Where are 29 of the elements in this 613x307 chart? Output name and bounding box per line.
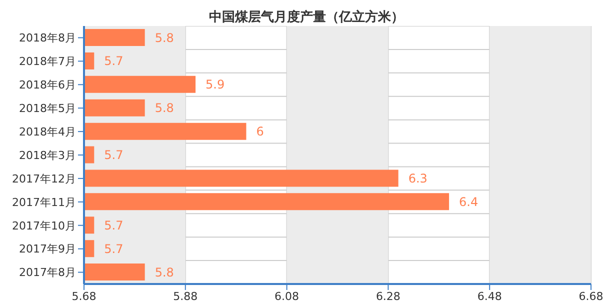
y-tick-label: 2018年5月 <box>19 102 76 115</box>
data-label: 6 <box>256 124 264 139</box>
y-tick-label: 2018年4月 <box>19 125 76 138</box>
chart-title: 中国煤层气月度产量（亿立方米） <box>208 8 405 26</box>
x-tick-label: 5.68 <box>72 290 96 303</box>
data-label: 5.9 <box>206 78 225 92</box>
data-label: 6.4 <box>459 194 478 209</box>
y-tick-label: 2017年11月 <box>12 196 76 209</box>
x-tick-label: 6.28 <box>376 290 400 303</box>
x-tick-label: 6.48 <box>477 290 502 303</box>
data-label: 5.8 <box>154 30 174 45</box>
data-label: 5.7 <box>104 218 124 232</box>
x-tick-label: 5.88 <box>173 290 198 303</box>
y-tick-label: 2017年12月 <box>12 172 76 186</box>
data-label: 5.7 <box>104 54 124 68</box>
y-tick-label: 2018年6月 <box>19 78 76 92</box>
data-label: 6.3 <box>408 171 428 186</box>
x-tick-label: 6.08 <box>274 290 300 303</box>
y-tick-label: 2018年8月 <box>19 32 76 45</box>
data-label: 5.8 <box>154 101 174 116</box>
y-tick-label: 2017年8月 <box>19 266 76 280</box>
x-tick-label: 6.68 <box>578 290 604 303</box>
y-tick-label: 2018年7月 <box>19 55 76 68</box>
y-tick-label: 2017年10月 <box>12 219 76 232</box>
data-label: 5.8 <box>154 265 174 280</box>
data-label: 5.7 <box>104 148 124 162</box>
data-label: 5.7 <box>104 242 124 256</box>
y-tick-label: 2018年3月 <box>19 148 76 162</box>
y-tick-label: 2017年9月 <box>19 242 76 256</box>
